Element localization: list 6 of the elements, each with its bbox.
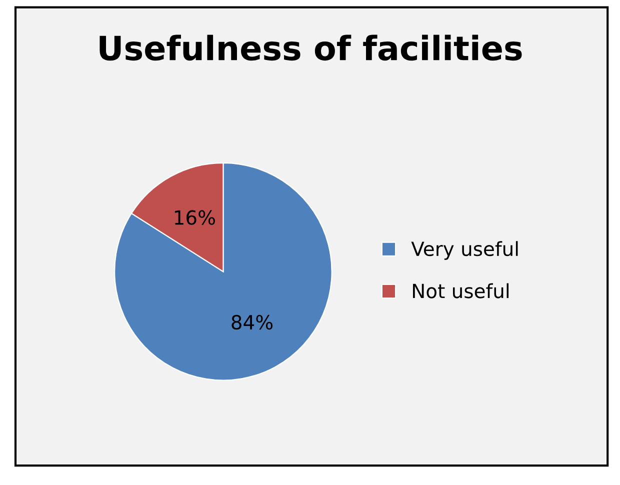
data-label: 84% <box>232 314 273 330</box>
chart-title: Usefulness of facilities <box>100 34 522 61</box>
legend-label: Not useful <box>413 283 509 298</box>
data-label: 16% <box>174 210 215 225</box>
legend-label: Very useful <box>411 241 518 260</box>
pie-slice <box>114 162 332 381</box>
